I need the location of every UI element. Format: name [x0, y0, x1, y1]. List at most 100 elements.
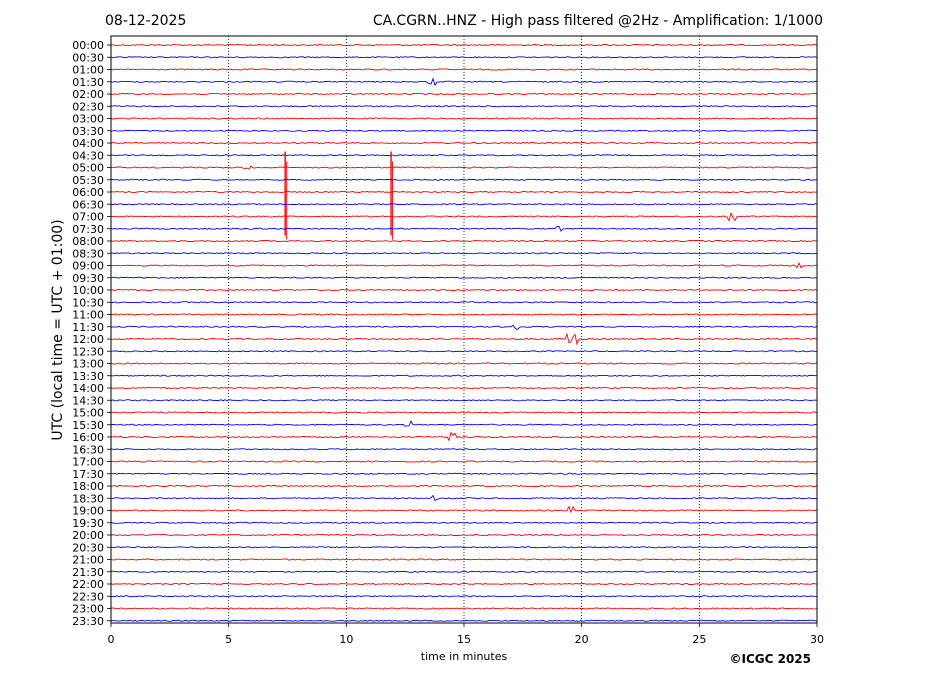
trace-row-0200 [110, 92, 818, 96]
trace-row-0800 [110, 239, 817, 243]
y-tick-label: 09:00 [72, 260, 104, 273]
trace-row-1430 [110, 399, 818, 402]
y-tick-label: 02:00 [72, 88, 104, 101]
trace-row-1000 [110, 288, 818, 292]
y-tick-label: 13:30 [72, 370, 104, 383]
y-tick-label: 21:00 [72, 554, 104, 567]
trace-row-1730 [110, 472, 818, 475]
trace-row-0230 [110, 105, 818, 108]
trace-row-1030 [110, 301, 818, 304]
trace-row-2200 [110, 582, 818, 586]
y-tick-label: 00:00 [72, 39, 104, 52]
y-tick-label: 08:00 [72, 235, 104, 248]
x-tick-label: 0 [108, 633, 115, 646]
trace-row-2300 [110, 607, 818, 610]
chart-title: CA.CGRN..HNZ - High pass filtered @2Hz -… [373, 13, 823, 29]
y-tick-label: 18:30 [72, 492, 104, 505]
trace-row-1530 [110, 420, 818, 427]
y-tick-label: 23:00 [72, 603, 104, 616]
trace-row-1600 [110, 431, 818, 442]
y-tick-label: 17:30 [72, 468, 104, 481]
y-tick-label: 10:30 [72, 296, 104, 309]
grid-lines [228, 36, 700, 623]
trace-row-0300 [110, 117, 818, 120]
trace-row-2030 [110, 546, 818, 549]
trace-row-2230 [110, 595, 818, 598]
trace-row-1900 [110, 505, 818, 514]
trace-row-2000 [110, 533, 818, 537]
y-tick-label: 04:30 [72, 149, 104, 162]
trace-row-0500 [110, 165, 818, 170]
trace-row-1100 [110, 313, 818, 316]
y-tick-label: 13:00 [72, 358, 104, 371]
trace-row-2100 [110, 558, 818, 561]
y-tick-label: 14:30 [72, 394, 104, 407]
y-tick-label: 09:30 [72, 272, 104, 285]
y-tick-label: 03:00 [72, 113, 104, 126]
x-tick-label: 10 [339, 633, 353, 646]
trace-row-0400 [110, 141, 818, 145]
y-tick-label: 23:30 [72, 615, 104, 628]
copyright-label: ©ICGC 2025 [729, 652, 811, 666]
y-tick-label: 02:30 [72, 100, 104, 113]
trace-row-0030 [110, 56, 818, 59]
x-tick-label: 5 [225, 633, 232, 646]
trace-row-0000 [110, 43, 818, 47]
y-tick-label: 19:00 [72, 505, 104, 518]
trace-row-1130 [110, 324, 818, 331]
x-tick-label: 15 [457, 633, 471, 646]
trace-row-0700 [111, 211, 818, 222]
y-tick-label: 19:30 [72, 517, 104, 530]
trace-row-0330 [110, 129, 818, 132]
trace-row-1300 [110, 362, 818, 365]
y-tick-label: 14:00 [72, 382, 104, 395]
x-tick-label: 30 [810, 633, 824, 646]
y-tick-label: 20:30 [72, 541, 104, 554]
y-tick-label: 07:00 [72, 211, 104, 224]
y-tick-label: 15:30 [72, 419, 104, 432]
trace-row-0630 [110, 203, 818, 206]
y-tick-label: 22:30 [72, 590, 104, 603]
y-tick-label: 18:00 [72, 480, 104, 493]
y-tick-label: 12:00 [72, 333, 104, 346]
y-tick-label: 03:30 [72, 125, 104, 138]
y-tick-label: 01:00 [72, 64, 104, 77]
y-tick-label: 08:30 [72, 247, 104, 260]
x-tick-labels: 0 5 10 15 20 25 30 [108, 623, 824, 646]
trace-row-1700 [110, 460, 817, 463]
trace-row-2130 [111, 570, 817, 573]
trace-row-0930 [110, 276, 818, 279]
y-tick-label: 01:30 [72, 76, 104, 89]
x-tick-label: 25 [692, 633, 706, 646]
y-axis-title: UTC (local time = UTC + 01:00) [50, 219, 66, 440]
trace-row-1200 [110, 332, 818, 346]
y-tick-label: 05:30 [72, 174, 104, 187]
trace-row-0100 [110, 68, 818, 71]
y-tick-labels: 00:0000:3001:0001:3002:0002:3003:0003:30… [72, 39, 111, 628]
trace-row-0830 [110, 252, 818, 255]
y-tick-label: 16:30 [72, 443, 104, 456]
trace-row-1500 [110, 411, 818, 414]
y-tick-label: 06:30 [72, 198, 104, 211]
trace-row-1830 [110, 494, 818, 502]
trace-row-1630 [110, 448, 818, 451]
trace-lines [110, 43, 818, 622]
trace-row-0430 [110, 154, 818, 157]
x-axis-title: time in minutes [421, 650, 508, 663]
trace-row-0900 [110, 261, 818, 269]
y-tick-label: 12:30 [72, 345, 104, 358]
y-tick-label: 22:00 [72, 578, 104, 591]
x-tick-label: 20 [575, 633, 589, 646]
trace-row-1930 [110, 521, 818, 524]
y-tick-label: 04:00 [72, 137, 104, 150]
trace-row-1400 [110, 386, 818, 390]
trace-row-0600 [110, 190, 818, 194]
date-label: 08-12-2025 [105, 13, 186, 29]
y-tick-label: 15:00 [72, 407, 104, 420]
y-tick-label: 20:00 [72, 529, 104, 542]
trace-row-1800 [110, 484, 818, 488]
trace-row-0730 [110, 226, 818, 232]
trace-row-0530 [110, 178, 818, 181]
y-tick-label: 11:00 [72, 309, 104, 322]
